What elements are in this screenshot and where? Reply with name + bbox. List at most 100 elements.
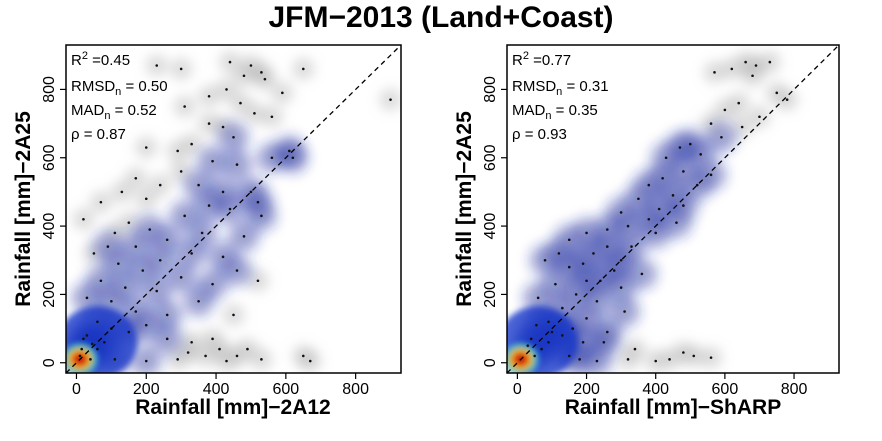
- data-point: [134, 245, 138, 248]
- data-point: [232, 135, 235, 139]
- data-point: [110, 299, 113, 303]
- data-point: [197, 299, 200, 303]
- stat-mad: MADn = 0.52: [71, 102, 157, 122]
- stat-rho: ρ = 0.93: [512, 126, 567, 143]
- stat-mad: MADn = 0.35: [512, 102, 598, 122]
- x-tick-label: 0: [72, 381, 81, 398]
- data-point: [585, 231, 588, 235]
- x-tick-label: 200: [573, 381, 600, 398]
- stat-rmsd-sub: n: [115, 86, 121, 98]
- data-point: [113, 231, 117, 235]
- data-point: [281, 91, 284, 95]
- one-to-one-line: [65, 44, 402, 374]
- data-point: [260, 71, 263, 74]
- stat-rmsd-value: = 0.50: [121, 78, 167, 95]
- y-tick-label: 200: [482, 281, 499, 308]
- data-point: [675, 221, 678, 224]
- x-tick-label: 600: [712, 381, 739, 398]
- data-point: [692, 354, 696, 358]
- data-point: [633, 347, 637, 351]
- data-point: [533, 354, 536, 358]
- y-tick-label: 800: [41, 76, 58, 103]
- data-point: [249, 64, 253, 67]
- data-point: [155, 289, 159, 293]
- data-point: [96, 320, 99, 324]
- data-point: [605, 245, 609, 248]
- data-point: [785, 98, 789, 101]
- data-point: [557, 252, 561, 255]
- y-tick-label: 800: [482, 76, 499, 103]
- data-point: [550, 330, 554, 334]
- stat-mad-sub: n: [104, 110, 110, 122]
- data-point: [535, 323, 538, 327]
- data-point: [242, 235, 246, 238]
- data-point: [158, 258, 162, 262]
- data-point: [211, 337, 214, 341]
- scatter-panel-2a12: 0 200 400 600 800 0 200 400 600 800 Rainfall [mm…: [12, 44, 402, 419]
- data-point: [688, 142, 692, 146]
- data-point: [85, 296, 89, 300]
- data-point: [186, 351, 190, 354]
- data-point: [301, 67, 305, 71]
- data-point: [612, 269, 616, 272]
- data-point: [561, 306, 564, 310]
- data-point: [124, 286, 127, 289]
- data-point: [730, 67, 734, 71]
- data-point: [623, 310, 626, 313]
- data-point: [144, 197, 148, 201]
- data-point: [127, 330, 131, 334]
- y-tick-label: 200: [41, 281, 58, 308]
- data-point: [235, 163, 239, 166]
- data-point: [567, 265, 571, 269]
- data-point: [221, 190, 225, 194]
- stat-rmsd-sub: n: [556, 86, 562, 98]
- data-point: [99, 200, 103, 204]
- stat-mad-sub: n: [545, 110, 551, 122]
- data-point: [605, 330, 609, 334]
- stat-r2: R2 =0.77: [512, 50, 571, 69]
- data-point: [595, 359, 599, 363]
- data-point: [709, 173, 713, 177]
- y-tick-label: 0: [41, 358, 58, 367]
- y-axis-title: Rainfall [mm]−2A25: [12, 111, 35, 307]
- points-layer: [78, 60, 392, 363]
- data-point: [103, 340, 106, 344]
- data-point: [664, 156, 668, 160]
- data-point: [232, 313, 235, 317]
- stat-mad-name: MAD: [512, 102, 546, 119]
- data-point: [291, 156, 295, 160]
- data-point: [571, 327, 575, 330]
- data-point: [585, 279, 588, 283]
- data-point: [657, 207, 661, 211]
- data-point: [270, 156, 274, 160]
- x-axis-title: Rainfall [mm]−2A12: [135, 396, 330, 419]
- data-point: [190, 252, 193, 255]
- data-point: [127, 221, 131, 224]
- data-point: [540, 347, 543, 351]
- stat-mad-value: = 0.52: [110, 102, 156, 119]
- data-point: [235, 269, 239, 272]
- x-tick-label: 800: [342, 381, 369, 398]
- data-point: [720, 135, 723, 139]
- data-point: [207, 204, 211, 207]
- data-point: [144, 323, 148, 327]
- data-point: [249, 190, 253, 194]
- data-point: [547, 320, 550, 324]
- x-tick-label: 800: [781, 381, 808, 398]
- data-point: [211, 282, 214, 286]
- y-tick-label: 400: [482, 213, 499, 240]
- data-point: [270, 115, 274, 119]
- data-point: [228, 60, 232, 64]
- y-axis: 0 200 400 600 800: [41, 76, 66, 367]
- data-point: [197, 183, 200, 187]
- stat-rmsd-value: = 0.31: [562, 78, 608, 95]
- data-point: [225, 88, 228, 91]
- x-tick-label: 200: [133, 381, 160, 398]
- data-point: [529, 337, 533, 341]
- density-core: [66, 306, 138, 373]
- data-point: [190, 340, 193, 344]
- data-point: [682, 351, 685, 354]
- data-point: [120, 190, 124, 194]
- data-point: [389, 98, 392, 101]
